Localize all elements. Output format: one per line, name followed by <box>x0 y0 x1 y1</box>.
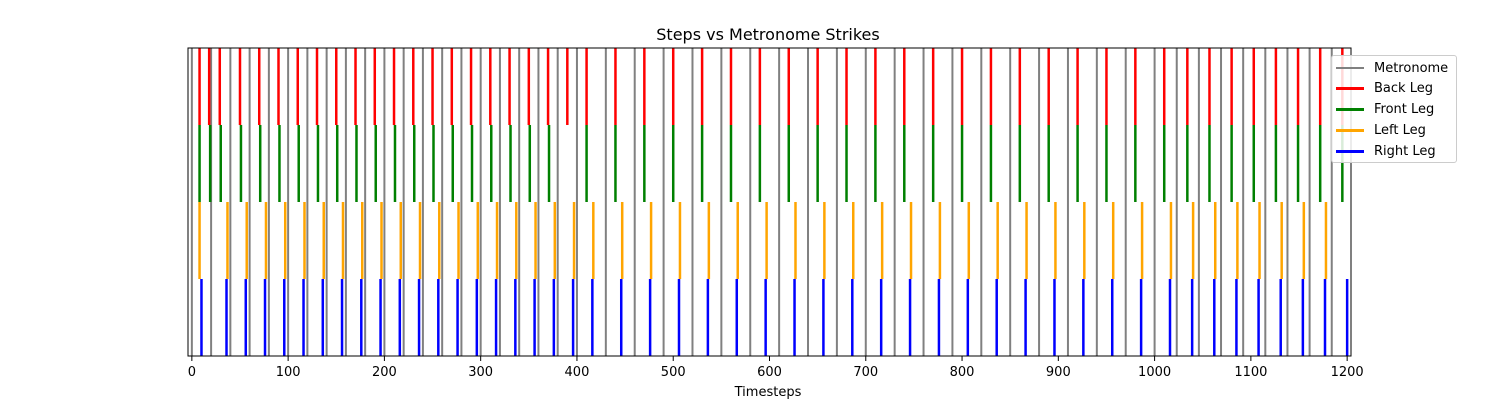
legend-label-right-leg: Right Leg <box>1374 143 1436 159</box>
legend-item-front-leg: Front Leg <box>1336 99 1434 119</box>
x-tick-label: 600 <box>757 365 782 380</box>
legend-swatch-back-leg <box>1336 86 1364 90</box>
x-tick-label: 200 <box>372 365 397 380</box>
legend-label-metronome: Metronome <box>1374 60 1449 76</box>
legend-item-right-leg: Right Leg <box>1336 141 1436 161</box>
x-tick-label: 1000 <box>1138 365 1171 380</box>
legend-label-front-leg: Front Leg <box>1374 101 1435 117</box>
legend-swatch-left-leg <box>1336 128 1364 132</box>
legend-label-left-leg: Left Leg <box>1374 122 1426 138</box>
chart-title: Steps vs Metronome Strikes <box>656 25 879 44</box>
x-tick-label: 900 <box>1046 365 1071 380</box>
x-tick-label: 400 <box>565 365 590 380</box>
x-tick-label: 1200 <box>1331 365 1364 380</box>
x-axis: 0 100 200 300 400 500 600 700 800 900 1000 1100 1200 <box>188 356 1364 380</box>
x-tick-label: 800 <box>950 365 975 380</box>
event-lines <box>190 48 1349 356</box>
x-tick-label: 100 <box>276 365 301 380</box>
legend-item-back-leg: Back Leg <box>1336 78 1433 98</box>
x-tick-label: 500 <box>661 365 686 380</box>
legend: Metronome Back Leg Front Leg Left Leg Ri… <box>1331 55 1457 163</box>
legend-swatch-right-leg <box>1336 149 1364 153</box>
x-tick-label: 1100 <box>1234 365 1267 380</box>
legend-label-back-leg: Back Leg <box>1374 80 1433 96</box>
legend-item-left-leg: Left Leg <box>1336 120 1426 140</box>
x-axis-label: Timesteps <box>734 385 802 400</box>
x-tick-label: 700 <box>853 365 878 380</box>
x-tick-label: 0 <box>188 365 196 380</box>
legend-swatch-front-leg <box>1336 107 1364 111</box>
legend-item-metronome: Metronome <box>1336 58 1448 78</box>
legend-swatch-metronome <box>1336 67 1364 69</box>
x-tick-label: 300 <box>468 365 493 380</box>
